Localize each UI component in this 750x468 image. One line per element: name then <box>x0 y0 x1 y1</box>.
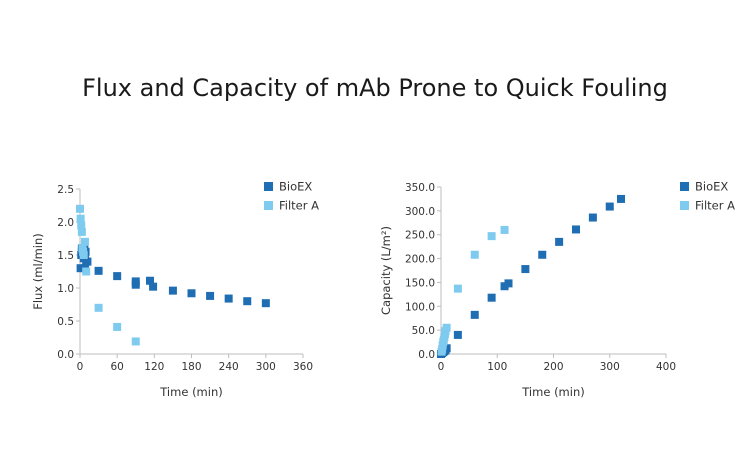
data-point-filter-a <box>442 323 451 332</box>
x-tick-label: 400 <box>656 361 676 373</box>
y-tick-label: 0.5 <box>57 316 74 328</box>
chart-title: Flux and Capacity of mAb Prone to Quick … <box>82 74 668 102</box>
data-point-bioex <box>76 264 85 273</box>
y-tick-label: 300.0 <box>405 206 435 218</box>
data-point-bioex <box>187 289 196 298</box>
data-point-filter-a <box>453 284 462 293</box>
data-point-bioex <box>113 272 122 281</box>
y-tick-label: 250.0 <box>405 230 435 242</box>
legend-label: BioEX <box>279 180 312 194</box>
data-point-bioex <box>206 291 215 300</box>
x-tick-label: 180 <box>181 361 201 373</box>
data-point-bioex <box>572 225 580 234</box>
data-point-filter-a <box>79 251 88 259</box>
data-point-bioex <box>243 297 252 306</box>
data-point-bioex <box>617 194 625 203</box>
data-point-bioex <box>487 293 496 302</box>
data-point-bioex <box>453 330 462 339</box>
legend-label: Filter A <box>695 199 735 213</box>
y-tick-label: 350.0 <box>405 182 435 194</box>
x-tick-label: 200 <box>543 361 563 373</box>
data-point-bioex <box>470 310 479 319</box>
y-axis-label: Capacity (L/m²) <box>379 226 393 315</box>
data-point-filter-a <box>470 250 479 259</box>
data-point-filter-a <box>82 267 91 276</box>
y-tick-label: 1.0 <box>57 283 74 295</box>
y-tick-label: 0.0 <box>418 349 435 361</box>
x-tick-label: 240 <box>219 361 239 373</box>
data-point-bioex <box>131 277 140 286</box>
data-point-bioex <box>94 266 103 275</box>
y-tick-label: 2.5 <box>57 184 74 196</box>
data-point-bioex <box>145 276 154 285</box>
data-point-bioex <box>555 237 564 246</box>
chart-1: 0.0 0.5 1.0 1.5 2.0 2.5 0 60 120 180 240 300 360 Time… <box>31 180 319 400</box>
x-tick-label: 300 <box>256 361 276 373</box>
y-tick-label: 2.0 <box>57 217 74 229</box>
legend-label: BioEX <box>695 180 728 194</box>
data-point-bioex <box>605 202 614 211</box>
data-point-filter-a <box>500 225 509 234</box>
data-point-filter-a <box>76 214 85 223</box>
x-tick-label: 120 <box>144 361 164 373</box>
x-tick-label: 60 <box>110 361 123 373</box>
data-point-bioex <box>149 282 158 291</box>
legend-swatch <box>680 182 689 191</box>
x-axis-label: Time (min) <box>521 385 584 399</box>
y-axis-label: Flux (ml/min) <box>31 233 45 310</box>
data-point-filter-a <box>80 237 89 246</box>
y-tick-label: 150.0 <box>405 277 435 289</box>
legend-label: Filter A <box>279 199 319 213</box>
data-point-filter-a <box>94 303 103 312</box>
data-point-filter-a <box>487 232 496 241</box>
x-tick-label: 0 <box>438 361 445 373</box>
y-tick-label: 200.0 <box>405 254 435 266</box>
data-point-bioex <box>504 279 513 288</box>
x-tick-label: 360 <box>293 361 313 373</box>
y-tick-label: 1.5 <box>57 250 74 262</box>
data-point-bioex <box>538 250 547 259</box>
x-tick-label: 300 <box>600 361 620 373</box>
data-point-filter-a <box>76 204 84 213</box>
legend-swatch <box>264 201 273 210</box>
data-point-bioex <box>168 286 177 295</box>
data-point-bioex <box>83 257 92 266</box>
data-point-filter-a <box>113 322 122 331</box>
x-tick-label: 100 <box>487 361 507 373</box>
legend-swatch <box>680 201 689 210</box>
x-tick-label: 0 <box>77 361 84 373</box>
data-point-bioex <box>261 299 270 308</box>
data-point-filter-a <box>77 227 86 236</box>
data-point-filter-a <box>77 221 86 230</box>
y-tick-label: 100.0 <box>405 301 435 313</box>
x-axis-label: Time (min) <box>159 385 222 399</box>
data-point-bioex <box>588 213 597 222</box>
data-point-bioex <box>224 294 233 303</box>
y-tick-label: 0.0 <box>57 349 74 361</box>
legend-swatch <box>264 182 273 191</box>
data-point-bioex <box>521 265 530 274</box>
chart-2: 0.0 50.0 100.0 150.0 200.0 250.0 300.0 350.0 0 10… <box>379 180 735 400</box>
y-tick-label: 50.0 <box>412 325 435 337</box>
data-point-filter-a <box>131 337 140 346</box>
